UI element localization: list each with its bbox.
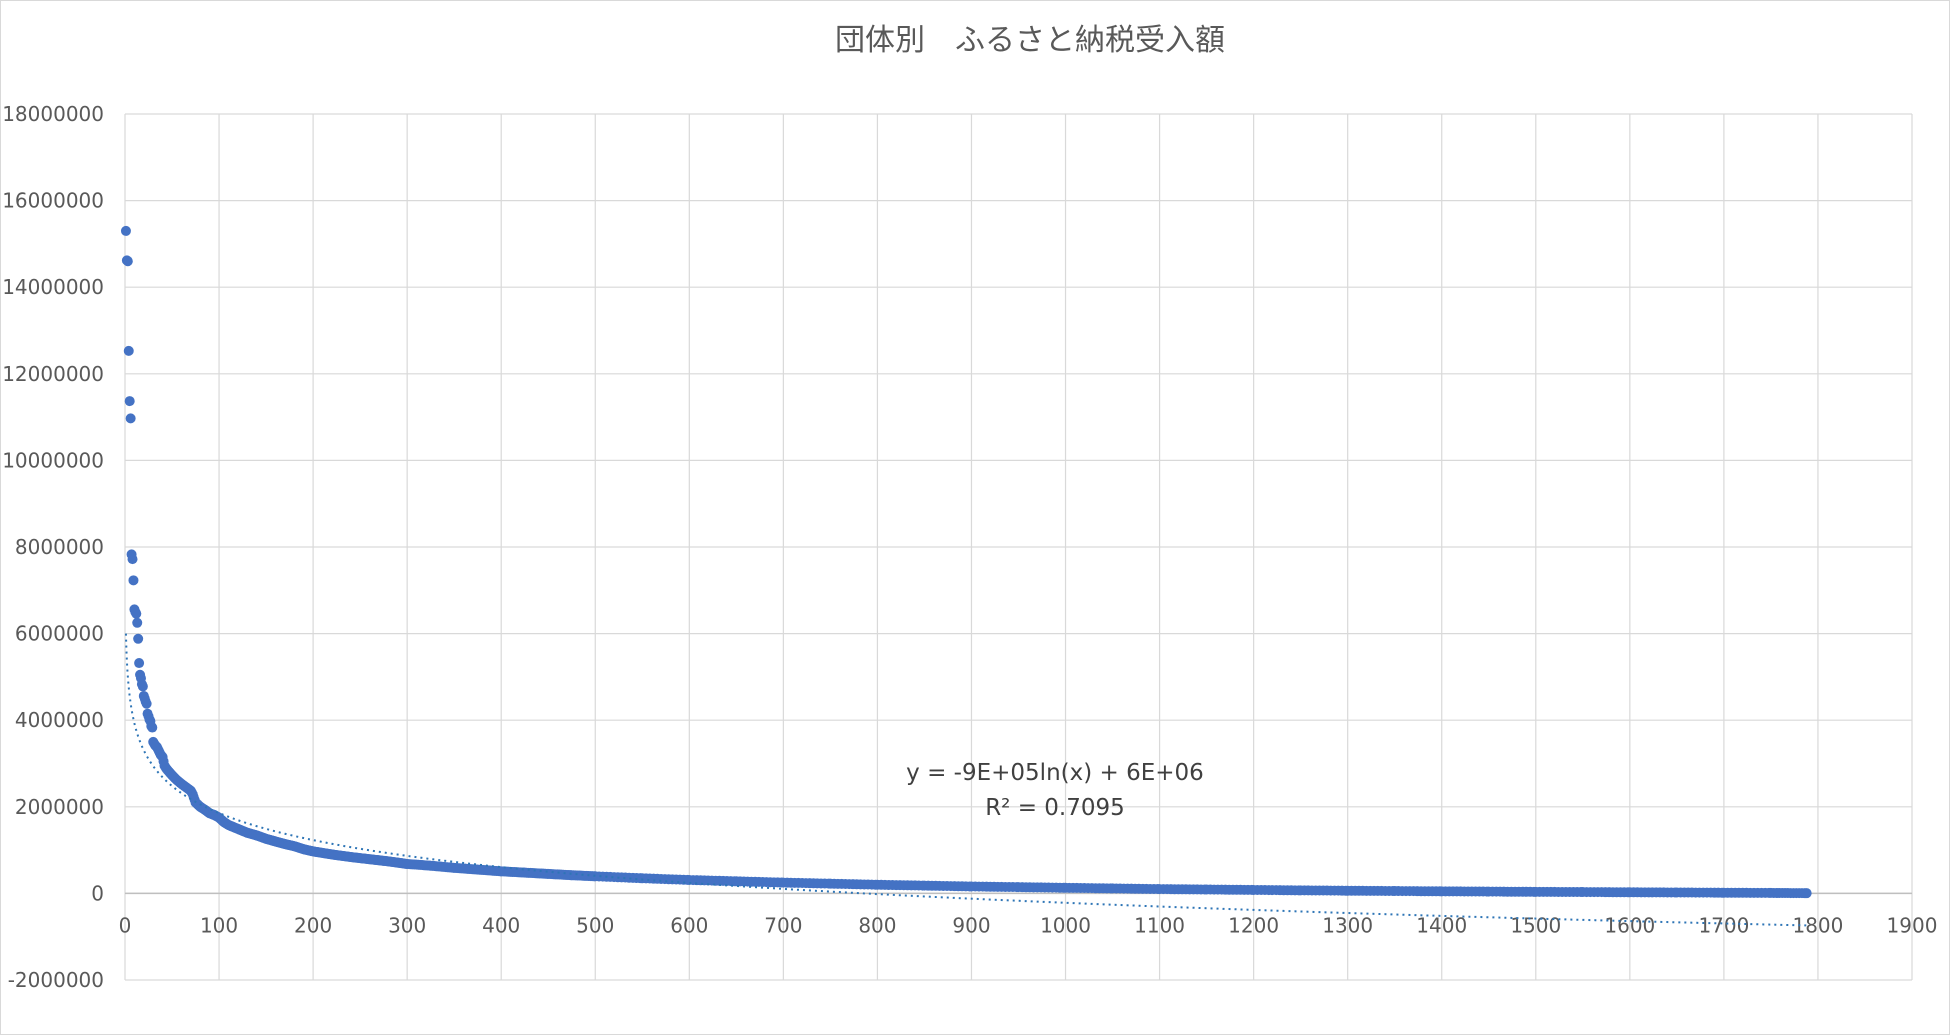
- data-point: [128, 575, 139, 586]
- x-tick-label: 400: [482, 913, 520, 937]
- data-point: [122, 256, 133, 267]
- data-point: [120, 225, 131, 236]
- chart-title: 団体別 ふるさと納税受入額: [835, 23, 1225, 58]
- x-tick-label: 200: [294, 913, 332, 937]
- x-tick-label: 1500: [1510, 913, 1561, 937]
- data-point: [141, 698, 152, 709]
- x-tick-label: 1300: [1322, 913, 1373, 937]
- data-point: [132, 617, 143, 628]
- data-points: [120, 225, 1812, 899]
- gridlines: [124, 113, 1913, 981]
- y-tick-label: -2000000: [8, 968, 104, 992]
- x-tick-label: 1400: [1416, 913, 1467, 937]
- x-tick-label: 300: [388, 913, 426, 937]
- x-tick-label: 0: [119, 913, 132, 937]
- data-point: [127, 554, 138, 565]
- data-point: [123, 345, 134, 356]
- data-point: [125, 413, 136, 424]
- data-point: [124, 396, 135, 407]
- x-tick-label: 100: [200, 913, 238, 937]
- x-tick-label: 1600: [1604, 913, 1655, 937]
- x-tick-label: 700: [764, 913, 802, 937]
- data-point: [134, 658, 145, 669]
- y-tick-label: 2000000: [15, 795, 104, 819]
- y-tick-label: 8000000: [15, 535, 104, 559]
- x-tick-label: 900: [952, 913, 990, 937]
- y-tick-label: 4000000: [15, 708, 104, 732]
- x-axis-tick-labels: 0 100 200 300 400 500 600 700 800 900 1000 1100 1200…: [119, 913, 1938, 937]
- y-tick-label: 0: [91, 881, 104, 905]
- x-tick-label: 500: [576, 913, 614, 937]
- x-tick-label: 1200: [1228, 913, 1279, 937]
- y-tick-label: 10000000: [2, 448, 104, 472]
- x-tick-label: 1100: [1134, 913, 1185, 937]
- logarithmic-trendline: [124, 633, 1807, 927]
- trendline-r-squared: R² = 0.7095: [985, 795, 1125, 821]
- data-point: [1801, 888, 1812, 899]
- data-point: [147, 722, 158, 733]
- trendline-equation: y = -9E+05ln(x) + 6E+06: [906, 760, 1204, 786]
- x-tick-label: 1800: [1792, 913, 1843, 937]
- data-point: [137, 681, 148, 692]
- x-tick-label: 800: [858, 913, 896, 937]
- y-tick-label: 6000000: [15, 622, 104, 646]
- x-tick-label: 1000: [1040, 913, 1091, 937]
- y-tick-label: 18000000: [2, 102, 104, 126]
- y-axis-tick-labels: 18000000 16000000 14000000 12000000 10000000…: [2, 102, 104, 992]
- y-tick-label: 16000000: [2, 189, 104, 213]
- x-tick-label: 1700: [1698, 913, 1749, 937]
- y-tick-label: 14000000: [2, 275, 104, 299]
- data-point: [131, 608, 142, 619]
- x-tick-label: 1900: [1887, 913, 1938, 937]
- y-tick-label: 12000000: [2, 362, 104, 386]
- x-tick-label: 600: [670, 913, 708, 937]
- data-point: [133, 633, 144, 644]
